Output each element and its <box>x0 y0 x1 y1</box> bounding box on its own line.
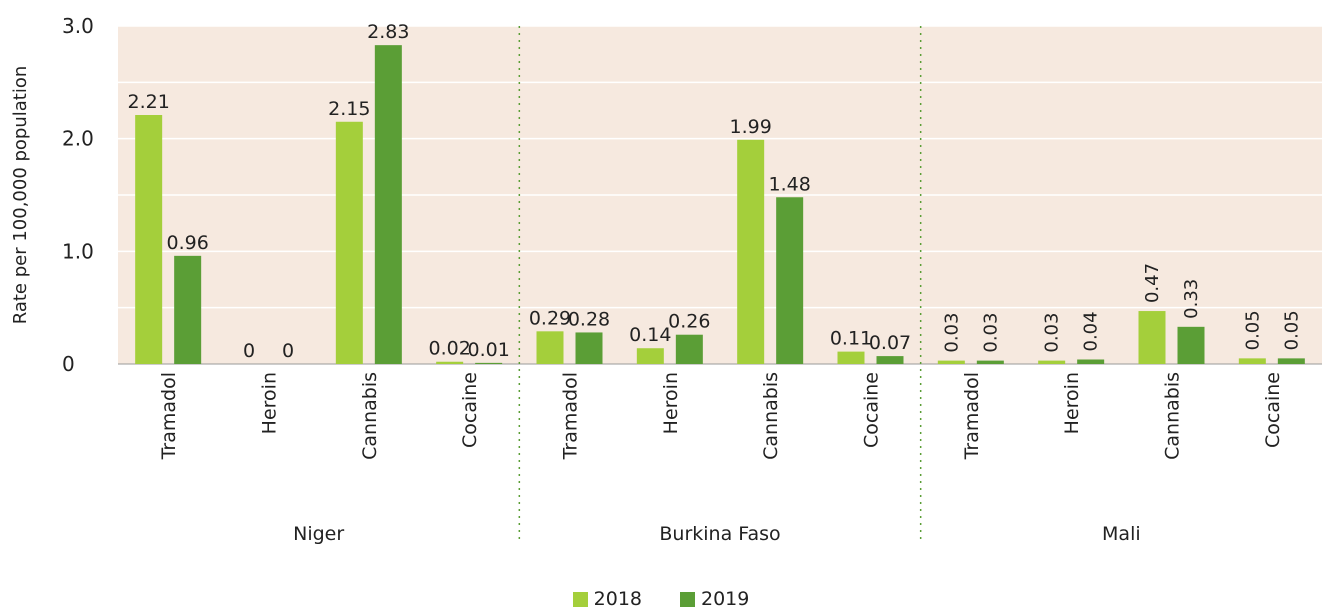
legend-swatch-2018 <box>572 591 588 607</box>
x-tick-label: Heroin <box>660 372 682 434</box>
bar-2019 <box>374 45 402 365</box>
bar-2018 <box>135 115 163 364</box>
chart-legend: 2018 2019 <box>0 588 1322 610</box>
bar-2018 <box>737 139 765 364</box>
x-tick-label: Tramadol <box>158 372 180 460</box>
legend-item-2019: 2019 <box>680 588 749 610</box>
bar-2019 <box>976 360 1004 364</box>
bar-2018 <box>1138 311 1166 364</box>
y-tick-label: 1.0 <box>62 239 94 263</box>
data-label: 1.48 <box>769 173 811 195</box>
y-axis-label: Rate per 100,000 population <box>10 66 31 325</box>
bar-2018 <box>636 348 664 364</box>
x-tick-label: Cocaine <box>1262 372 1284 448</box>
bar-2018 <box>536 331 564 364</box>
data-label: 0.11 <box>830 328 872 350</box>
data-label: 0.04 <box>1081 311 1102 351</box>
data-label: 0.03 <box>941 313 962 353</box>
bar-2018 <box>335 121 363 365</box>
legend-label-2018: 2018 <box>593 588 642 610</box>
x-tick-label: Heroin <box>1061 372 1083 434</box>
data-label: 0.33 <box>1181 279 1202 319</box>
x-tick-label: Cocaine <box>459 372 481 448</box>
data-label: 0.05 <box>1281 310 1302 350</box>
legend-label-2019: 2019 <box>701 588 750 610</box>
data-label: 2.15 <box>328 98 370 120</box>
x-tick-label: Heroin <box>259 372 281 434</box>
x-tick-label: Tramadol <box>961 372 983 460</box>
data-label: 0.03 <box>1042 313 1063 353</box>
data-label: 0.28 <box>568 308 610 330</box>
bar-2018 <box>937 360 965 364</box>
data-label: 0.07 <box>869 332 911 354</box>
x-tick-label: Tramadol <box>560 372 582 460</box>
x-tick-label: Cannabis <box>760 372 782 460</box>
group-label: Mali <box>1102 523 1141 545</box>
legend-swatch-2019 <box>680 591 695 607</box>
bar-2018 <box>436 361 464 364</box>
bar-2019 <box>174 255 202 364</box>
bar-2019 <box>475 362 503 364</box>
y-tick-label: 0 <box>62 352 75 376</box>
bar-2019 <box>1177 326 1205 364</box>
data-label: 0.02 <box>429 338 471 360</box>
data-label: 0.14 <box>629 324 671 346</box>
bar-2019 <box>675 334 703 364</box>
x-tick-label: Cannabis <box>1162 372 1184 460</box>
data-label: 0.05 <box>1242 310 1263 350</box>
bar-2018 <box>837 351 865 364</box>
data-label: 0.96 <box>167 232 209 254</box>
x-tick-label: Cocaine <box>861 372 883 448</box>
data-label: 0.26 <box>668 311 710 333</box>
data-label: 2.21 <box>128 91 170 113</box>
group-label: Burkina Faso <box>659 523 780 545</box>
bar-2018 <box>1238 358 1266 364</box>
data-label: 0.01 <box>468 339 510 361</box>
bar-2019 <box>1077 359 1105 364</box>
data-label: 1.99 <box>730 116 772 138</box>
bar-2019 <box>575 332 603 364</box>
bar-2019 <box>776 197 804 364</box>
bar-2019 <box>876 356 904 364</box>
data-label: 0.47 <box>1142 263 1163 303</box>
bar-2018 <box>1038 360 1066 364</box>
data-label: 0 <box>243 340 255 362</box>
bar-2019 <box>1277 358 1305 364</box>
legend-item-2018: 2018 <box>572 588 642 610</box>
data-label: 2.83 <box>367 21 409 43</box>
data-label: 0.29 <box>529 307 571 329</box>
y-tick-label: 3.0 <box>62 14 94 38</box>
group-label: Niger <box>293 523 344 545</box>
y-tick-label: 2.0 <box>62 127 94 151</box>
data-label: 0.03 <box>980 313 1001 353</box>
data-label: 0 <box>282 340 294 362</box>
x-tick-label: Cannabis <box>359 372 381 460</box>
